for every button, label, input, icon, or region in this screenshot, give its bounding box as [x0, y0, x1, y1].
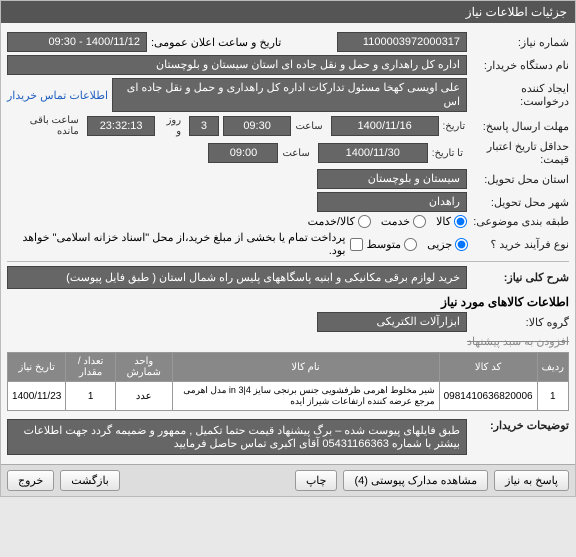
- validity-sub: تا تاریخ:: [432, 148, 467, 159]
- category-option-service[interactable]: خدمت: [381, 215, 426, 228]
- province-value: سیستان و بلوچستان: [317, 169, 467, 189]
- validity-label: حداقل تاریخ اعتبار قیمت:: [471, 140, 569, 166]
- validity-time-label: ساعت: [282, 148, 313, 159]
- city-value: راهدان: [317, 192, 467, 212]
- need-number-label: شماره نیاز:: [471, 36, 569, 49]
- reply-button[interactable]: پاسخ به نیاز: [494, 470, 569, 491]
- col-code: کد کالا: [439, 353, 537, 382]
- announce-date-label: تاریخ و ساعت اعلان عمومی:: [151, 36, 333, 49]
- exit-button[interactable]: خروج: [7, 470, 54, 491]
- need-number-value: 1100003972000317: [337, 32, 467, 52]
- footer-bar: پاسخ به نیاز مشاهده مدارک پیوستی (4) چاپ…: [1, 464, 575, 496]
- cell-code: 0981410636820006: [439, 382, 537, 411]
- category-radio-both[interactable]: [358, 215, 371, 228]
- proc-radio-medium[interactable]: [404, 238, 417, 251]
- treasury-note: پرداخت تمام یا بخشی از مبلغ خرید،از محل …: [7, 231, 346, 257]
- title-bar: جزئیات اطلاعات نیاز: [1, 1, 575, 23]
- proc-type-label: نوع فرآیند خرید ؟: [472, 238, 569, 251]
- cell-name: شیر مخلوط اهرمی ظرفشویی جنس برنجی سایز 4…: [172, 382, 439, 411]
- col-qty: تعداد / مقدار: [66, 353, 116, 382]
- buyer-notes-label: توضیحات خریدار:: [471, 419, 569, 432]
- contact-link[interactable]: اطلاعات تماس خریدار: [7, 89, 108, 102]
- col-unit: واحد شمارش: [115, 353, 172, 382]
- group-value: ابزارآلات الکتریکی: [317, 312, 467, 332]
- general-desc-label: شرح کلی نیاز:: [471, 271, 569, 284]
- category-radio-service[interactable]: [413, 215, 426, 228]
- deadline-remain-time: 23:32:13: [87, 116, 156, 136]
- deadline-time-label: ساعت: [295, 121, 326, 132]
- col-idx: ردیف: [537, 353, 568, 382]
- category-radio-goods[interactable]: [454, 215, 467, 228]
- attachments-button[interactable]: مشاهده مدارک پیوستی (4): [343, 470, 488, 491]
- items-table: ردیف کد کالا نام کالا واحد شمارش تعداد /…: [7, 352, 569, 411]
- items-header: اطلاعات کالاهای مورد نیاز: [7, 295, 569, 309]
- content-area: شماره نیاز: 1100003972000317 تاریخ و ساع…: [1, 23, 575, 464]
- proc-type-options: جزیی متوسط: [367, 238, 469, 251]
- category-option-both[interactable]: کالا/خدمت: [308, 215, 371, 228]
- divider: [7, 261, 569, 262]
- print-button[interactable]: چاپ: [295, 470, 338, 491]
- category-options: کالا خدمت کالا/خدمت: [308, 215, 467, 228]
- buyer-org-value: اداره کل راهداری و حمل و نقل جاده ای است…: [7, 55, 467, 75]
- validity-date: 1400/11/30: [318, 143, 428, 163]
- back-button[interactable]: بازگشت: [60, 470, 120, 491]
- proc-option-medium[interactable]: متوسط: [367, 238, 418, 251]
- category-label: طبقه بندی موضوعی:: [471, 215, 569, 228]
- cell-qty: 1: [66, 382, 116, 411]
- cell-idx: 1: [537, 382, 568, 411]
- col-name: نام کالا: [172, 353, 439, 382]
- city-label: شهر محل تحویل:: [471, 196, 569, 209]
- window-title: جزئیات اطلاعات نیاز: [466, 5, 567, 19]
- cell-unit: عدد: [115, 382, 172, 411]
- treasury-checkbox[interactable]: [350, 238, 363, 251]
- province-label: استان محل تحویل:: [471, 173, 569, 186]
- proc-radio-minor[interactable]: [455, 238, 468, 251]
- deadline-remain-label: روز و: [159, 115, 185, 137]
- col-date: تاریخ نیاز: [8, 353, 66, 382]
- category-option-goods[interactable]: کالا: [436, 215, 467, 228]
- general-desc-value: خرید لوازم برقی مکانیکی و ابنیه پاسگاهها…: [7, 266, 467, 289]
- group-label: گروه کالا:: [471, 316, 569, 329]
- table-row: 1 0981410636820006 شیر مخلوط اهرمی ظرفشو…: [8, 382, 569, 411]
- buyer-notes-value: طبق فایلهای پیوست شده – برگ پیشنهاد قیمت…: [7, 419, 467, 455]
- deadline-label: مهلت ارسال پاسخ:: [473, 120, 569, 133]
- proc-option-minor[interactable]: جزیی: [427, 238, 468, 251]
- deadline-time: 09:30: [223, 116, 292, 136]
- deadline-sub: تاریخ:: [443, 121, 470, 132]
- buyer-org-label: نام دستگاه خریدار:: [471, 59, 569, 72]
- add-cart-link[interactable]: افزودن به سبد پیشنهاد: [467, 335, 569, 348]
- validity-time: 09:00: [208, 143, 278, 163]
- window: جزئیات اطلاعات نیاز شماره نیاز: 11000039…: [0, 0, 576, 497]
- deadline-remain-unit: ساعت باقی مانده: [7, 115, 83, 137]
- creator-label: ایجاد کننده درخواست:: [471, 82, 569, 108]
- table-header-row: ردیف کد کالا نام کالا واحد شمارش تعداد /…: [8, 353, 569, 382]
- cell-date: 1400/11/23: [8, 382, 66, 411]
- treasury-note-wrap: پرداخت تمام یا بخشی از مبلغ خرید،از محل …: [7, 231, 363, 257]
- announce-date-value: 1400/11/12 - 09:30: [7, 32, 147, 52]
- creator-value: علی اویسی کهخا مسئول تدارکات اداره کل را…: [112, 78, 467, 112]
- deadline-remain-days: 3: [189, 116, 219, 136]
- deadline-date: 1400/11/16: [331, 116, 439, 136]
